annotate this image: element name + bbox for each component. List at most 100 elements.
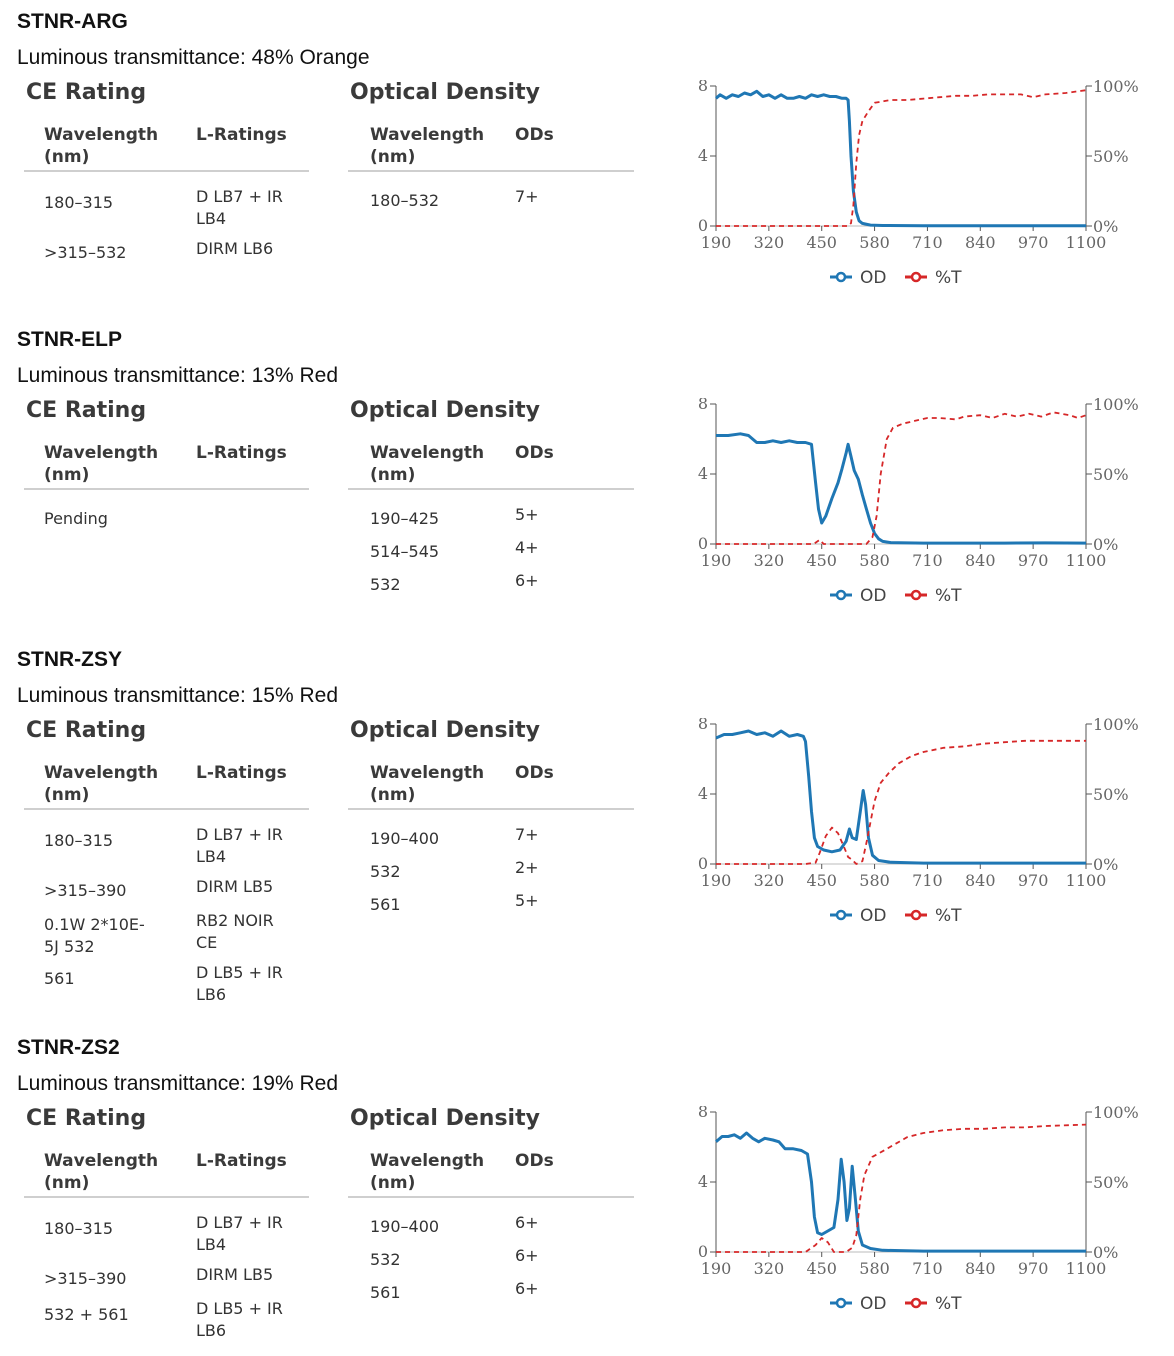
- ce-wavelength-cell: >315–390: [44, 881, 127, 900]
- od-table-rule: [348, 170, 634, 172]
- legend-transmittance: %T: [905, 268, 962, 288]
- od-value-cell: 6+: [515, 1246, 539, 1265]
- y-right-tick-label: 50%: [1093, 1173, 1129, 1192]
- x-tick-label: 580: [859, 551, 890, 570]
- y-right-tick-label: 0%: [1093, 855, 1118, 874]
- od-value-cell: 6+: [515, 1279, 539, 1298]
- x-tick-label: 320: [754, 233, 785, 252]
- legend-marker: [910, 589, 922, 601]
- ce-wavelength-cell: 532 + 561: [44, 1305, 129, 1324]
- y-right-tick-label: 0%: [1093, 217, 1118, 236]
- optical-density-title: Optical Density: [350, 718, 540, 743]
- od-value-cell: 7+: [515, 825, 539, 844]
- legend-marker: [910, 909, 922, 921]
- chart-svg: 0 4 8 0% 50% 100% 190 320 450 580 710 840 970 1100 OD%…: [698, 714, 1139, 926]
- ce-l-rating-cell: DIRM LB6: [196, 239, 274, 258]
- product-name: STNR-ZSY: [17, 648, 122, 671]
- y-left-tick-label: 0: [698, 1242, 708, 1261]
- ce-table-rule: [24, 170, 309, 172]
- od-header-wavelength: Wavelength (nm): [370, 763, 485, 805]
- od-wavelength-cell: 561: [370, 895, 401, 914]
- y-left-tick-label: 4: [698, 784, 708, 803]
- od-transmittance-chart: 0 4 8 0% 50% 100% 190 320 450 580 710 840 970 1100 OD%…: [680, 714, 1160, 953]
- product-section: STNR-ZSY Luminous transmittance: 15% Red C…: [0, 648, 1174, 1004]
- od-wavelength-cell: 561: [370, 1283, 401, 1302]
- x-tick-label: 710: [912, 233, 943, 252]
- x-tick-label: 840: [965, 1259, 996, 1278]
- ce-header-l-ratings: L-Ratings: [196, 763, 287, 783]
- ce-l-rating-cell: D LB5 + IR LB6: [196, 1299, 283, 1340]
- x-tick-label: 190: [701, 871, 732, 890]
- y-left-tick-label: 8: [698, 80, 708, 95]
- od-transmittance-chart: 0 4 8 0% 50% 100% 190 320 450 580 710 840 970 1100 OD%…: [680, 76, 1160, 315]
- x-tick-label: 1100: [1066, 871, 1107, 890]
- product-section: STNR-ELP Luminous transmittance: 13% Red C…: [0, 328, 1174, 648]
- ce-wavelength-cell: 180–315: [44, 831, 114, 850]
- chart-svg: 0 4 8 0% 50% 100% 190 320 450 580 710 840 970 1100 OD%…: [698, 1102, 1139, 1314]
- od-value-cell: 5+: [515, 505, 539, 524]
- y-right-tick-label: 0%: [1093, 535, 1118, 554]
- y-right-tick-label: 100%: [1093, 718, 1139, 734]
- od-header-ods: ODs: [515, 443, 554, 463]
- y-left-tick-label: 4: [698, 464, 708, 483]
- luminous-transmittance: Luminous transmittance: 48% Orange: [17, 46, 370, 69]
- x-tick-label: 450: [806, 233, 837, 252]
- od-header-ods: ODs: [515, 125, 554, 145]
- ce-header-wavelength: Wavelength (nm): [44, 125, 159, 167]
- legend-label: OD: [860, 1294, 886, 1314]
- y-right-tick-label: 100%: [1093, 398, 1139, 414]
- od-series-line: [715, 1131, 1086, 1253]
- product-name: STNR-ARG: [17, 10, 128, 33]
- x-tick-label: 970: [1018, 233, 1049, 252]
- legend-label: %T: [935, 586, 962, 606]
- od-wavelength-cell: 190–400: [370, 1217, 440, 1236]
- od-transmittance-chart: 0 4 8 0% 50% 100% 190 320 450 580 710 840 970 1100 OD%…: [680, 1102, 1160, 1341]
- x-tick-label: 970: [1018, 551, 1049, 570]
- od-header-wavelength: Wavelength (nm): [370, 443, 485, 485]
- ce-wavelength-cell: 180–315: [44, 193, 114, 212]
- legend-marker: [835, 589, 847, 601]
- luminous-transmittance: Luminous transmittance: 13% Red: [17, 364, 338, 387]
- x-tick-label: 840: [965, 233, 996, 252]
- ce-header-l-ratings: L-Ratings: [196, 125, 287, 145]
- od-wavelength-cell: 514–545: [370, 542, 440, 561]
- y-left-tick-label: 8: [698, 398, 708, 413]
- od-wavelength-cell: 532: [370, 1250, 401, 1269]
- transmittance-series-line: [716, 1123, 1087, 1253]
- x-tick-label: 1100: [1066, 551, 1107, 570]
- x-tick-label: 1100: [1066, 1259, 1107, 1278]
- legend-marker: [835, 271, 847, 283]
- ce-rating-title: CE Rating: [26, 398, 147, 423]
- x-tick-label: 190: [701, 551, 732, 570]
- y-right-tick-label: 100%: [1093, 80, 1139, 96]
- x-tick-label: 710: [912, 1259, 943, 1278]
- ce-wavelength-cell: Pending: [44, 509, 108, 528]
- ce-l-rating-cell: D LB7 + IR LB4: [196, 187, 283, 228]
- product-section: STNR-ZS2 Luminous transmittance: 19% Red C…: [0, 1036, 1174, 1356]
- legend-marker: [910, 271, 922, 283]
- x-tick-label: 190: [701, 1259, 732, 1278]
- legend-label: OD: [860, 906, 886, 926]
- x-tick-label: 580: [859, 871, 890, 890]
- legend-od: OD: [830, 906, 886, 926]
- od-wavelength-cell: 190–400: [370, 829, 440, 848]
- od-value-cell: 2+: [515, 858, 539, 877]
- ce-l-rating-cell: DIRM LB5: [196, 1265, 274, 1284]
- legend-label: %T: [935, 906, 962, 926]
- ce-l-rating-cell: D LB7 + IR LB4: [196, 825, 283, 866]
- ce-l-rating-cell: D LB7 + IR LB4: [196, 1213, 283, 1254]
- ce-rating-title: CE Rating: [26, 1106, 147, 1131]
- y-right-tick-label: 100%: [1093, 1106, 1139, 1122]
- x-tick-label: 450: [806, 871, 837, 890]
- legend-transmittance: %T: [905, 1294, 962, 1314]
- legend-od: OD: [830, 268, 886, 288]
- legend-label: %T: [935, 1294, 962, 1314]
- y-left-tick-label: 0: [698, 534, 708, 553]
- legend-transmittance: %T: [905, 586, 962, 606]
- y-right-tick-label: 50%: [1093, 465, 1129, 484]
- legend-label: OD: [860, 586, 886, 606]
- y-left-tick-label: 0: [698, 216, 708, 235]
- od-series-line: [715, 89, 1086, 228]
- x-tick-label: 970: [1018, 871, 1049, 890]
- optical-density-title: Optical Density: [350, 1106, 540, 1131]
